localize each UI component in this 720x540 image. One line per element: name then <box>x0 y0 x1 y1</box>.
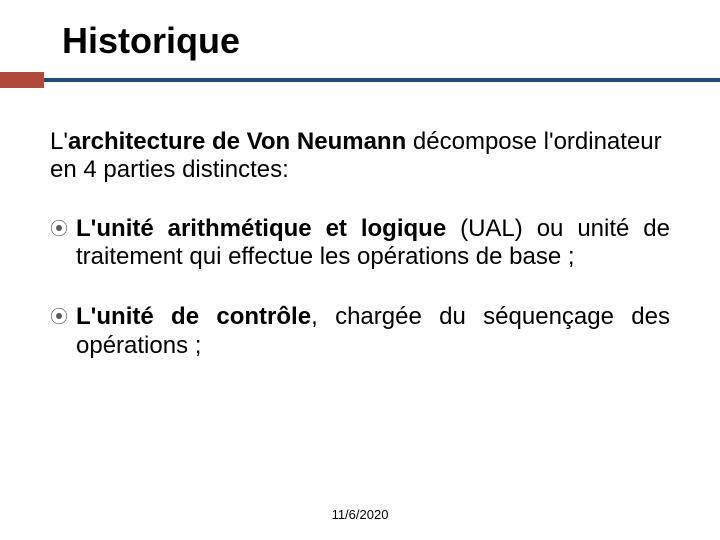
list-item: ⦿ L'unité de contrôle, chargée du séquen… <box>50 303 670 360</box>
intro-paragraph: L'architecture de Von Neumann décompose … <box>50 128 670 185</box>
slide: Historique L'architecture de Von Neumann… <box>0 0 720 540</box>
bullet-icon: ⦿ <box>50 215 76 243</box>
title-rule-block <box>0 72 44 88</box>
intro-bold: architecture de Von Neumann <box>68 128 406 155</box>
footer-date: 11/6/2020 <box>0 507 720 522</box>
title-rule-line <box>0 78 720 82</box>
slide-title: Historique <box>62 20 670 62</box>
bullet-icon: ⦿ <box>50 303 76 331</box>
intro-prefix: L' <box>50 128 68 155</box>
title-rule <box>50 72 670 88</box>
list-item: ⦿ L'unité arithmétique et logique (UAL) … <box>50 215 670 272</box>
item-bold: L'unité de contrôle <box>76 303 311 330</box>
item-bold: L'unité arithmétique et logique <box>76 215 446 242</box>
